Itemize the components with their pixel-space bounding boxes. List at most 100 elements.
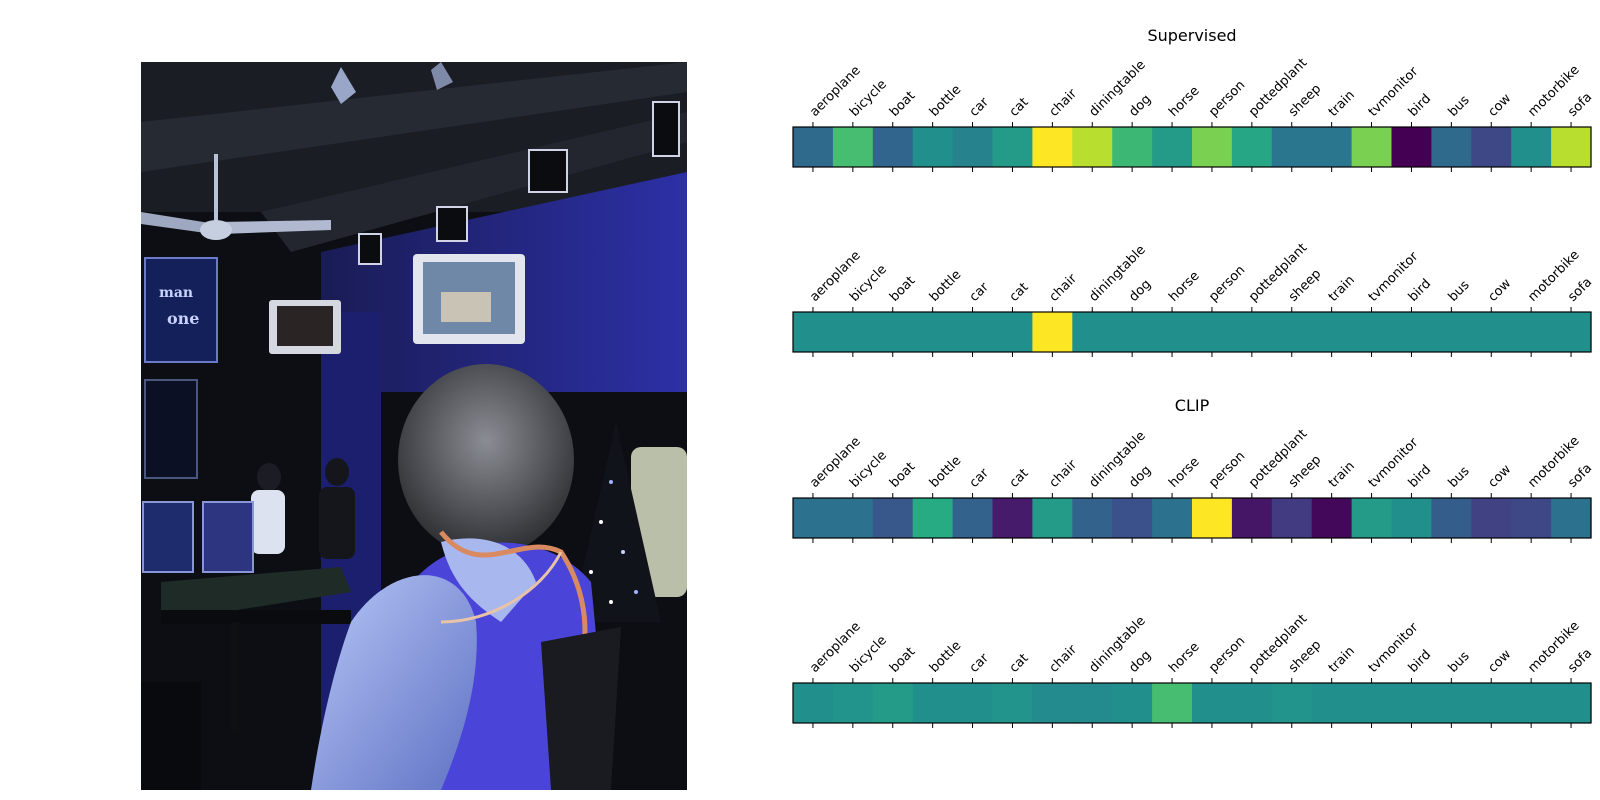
heatmap-cell bbox=[1032, 127, 1073, 167]
heatmap-cell bbox=[992, 683, 1033, 723]
tick-label: chair bbox=[1047, 271, 1081, 305]
heatmap-cell bbox=[872, 127, 914, 167]
heatmap-cell bbox=[1032, 498, 1073, 538]
tick-label: boat bbox=[887, 89, 918, 120]
heatmap-cell bbox=[1231, 498, 1273, 538]
heatmap-frame bbox=[792, 126, 1592, 168]
svg-text:man: man bbox=[159, 285, 193, 301]
heatmap-cell bbox=[1152, 498, 1193, 538]
tick-label: bottle bbox=[927, 82, 964, 119]
tick-label: sofa bbox=[1565, 275, 1595, 305]
chart-title: Supervised bbox=[1147, 26, 1236, 45]
heatmap-cell bbox=[912, 683, 954, 723]
wall-frame bbox=[358, 233, 382, 265]
christmas-tree bbox=[571, 422, 661, 622]
tick-label: bottle bbox=[927, 638, 964, 675]
tick-label: sheep bbox=[1286, 637, 1324, 675]
heatmap-cell bbox=[1351, 498, 1393, 538]
tick-label: sheep bbox=[1286, 81, 1324, 119]
heatmap-cell bbox=[1231, 127, 1273, 167]
heatmap-cell bbox=[1551, 127, 1592, 167]
heatmap-cell bbox=[1192, 127, 1233, 167]
tick-label: boat bbox=[887, 460, 918, 491]
heatmap-cell bbox=[1152, 127, 1193, 167]
tick-label: bird bbox=[1406, 462, 1434, 490]
heatmap-cell bbox=[1511, 683, 1552, 723]
pool-table bbox=[161, 567, 351, 622]
heatmap-cell bbox=[1032, 683, 1073, 723]
tick-label: bird bbox=[1406, 276, 1434, 304]
heatmap-cell bbox=[1311, 312, 1353, 352]
heatmap-cell bbox=[912, 127, 954, 167]
svg-text:one: one bbox=[167, 309, 199, 328]
heatmap-cell bbox=[1471, 683, 1512, 723]
heatmap-cell bbox=[1072, 498, 1113, 538]
tick-label: sofa bbox=[1565, 461, 1595, 491]
heatmap-frame bbox=[792, 497, 1592, 539]
heatmap-cell bbox=[1551, 312, 1592, 352]
heatmap-cell bbox=[1471, 498, 1512, 538]
tick-label: boat bbox=[887, 274, 918, 305]
tick-label: horse bbox=[1166, 84, 1202, 120]
heatmap-cell bbox=[1351, 312, 1393, 352]
heatmap-cell bbox=[1192, 498, 1233, 538]
tick-label: sofa bbox=[1565, 90, 1595, 120]
heatmap-cell bbox=[872, 312, 914, 352]
heatmap-cell bbox=[872, 498, 914, 538]
wall-frame bbox=[652, 101, 680, 157]
tick-label: dog bbox=[1126, 463, 1154, 491]
heatmap-cell bbox=[793, 683, 834, 723]
tick-label: bird bbox=[1406, 91, 1434, 119]
heatmap-cell bbox=[1511, 498, 1552, 538]
tick-label: sofa bbox=[1565, 646, 1595, 676]
heatmap-cell bbox=[1391, 127, 1432, 167]
heatmap-cell bbox=[1112, 127, 1153, 167]
tick-label: person bbox=[1206, 449, 1248, 491]
tick-label: cow bbox=[1485, 91, 1514, 120]
heatmap-cell bbox=[1271, 498, 1313, 538]
heatmap-cell bbox=[1192, 683, 1233, 723]
tick-label: cow bbox=[1485, 462, 1514, 491]
tick-label: horse bbox=[1166, 455, 1202, 491]
heatmap-cell bbox=[1391, 312, 1432, 352]
heatmap-cell bbox=[872, 683, 914, 723]
chair bbox=[541, 627, 621, 790]
tick-label: car bbox=[967, 279, 993, 305]
heatmap-cell bbox=[1112, 312, 1153, 352]
heatmap-frame bbox=[792, 311, 1592, 353]
tick-label: cow bbox=[1485, 647, 1514, 676]
heatmap-cell bbox=[793, 498, 834, 538]
tick-label: cat bbox=[1007, 280, 1032, 305]
heatmap-cell bbox=[1471, 127, 1512, 167]
heatmap-cell bbox=[1391, 683, 1432, 723]
tick-label: horse bbox=[1166, 640, 1202, 676]
heatmap-cell bbox=[1112, 498, 1153, 538]
tick-label: horse bbox=[1166, 269, 1202, 305]
tick-label: train bbox=[1326, 644, 1358, 676]
person-hair bbox=[398, 364, 574, 556]
tick-label: bottle bbox=[927, 453, 964, 490]
background-person bbox=[319, 487, 355, 559]
heatmap-cell bbox=[1152, 683, 1193, 723]
heatmap-cell bbox=[1311, 498, 1353, 538]
tick-label: dog bbox=[1126, 648, 1154, 676]
tick-label: person bbox=[1206, 634, 1248, 676]
heatmap-cell bbox=[912, 498, 954, 538]
heatmap-cell bbox=[1351, 127, 1393, 167]
wall-poster bbox=[144, 257, 218, 363]
heatmap-cell bbox=[952, 127, 994, 167]
tick-label: cat bbox=[1007, 651, 1032, 676]
tick-label: train bbox=[1326, 459, 1358, 491]
heatmap-cell bbox=[1551, 683, 1592, 723]
heatmap-cell bbox=[912, 312, 954, 352]
tv-right bbox=[413, 254, 525, 344]
tick-label: chair bbox=[1047, 457, 1081, 491]
heatmap-cell bbox=[1192, 312, 1233, 352]
tick-label: bus bbox=[1446, 93, 1473, 120]
heatmap-cell bbox=[1152, 312, 1193, 352]
tick-label: car bbox=[967, 94, 993, 120]
